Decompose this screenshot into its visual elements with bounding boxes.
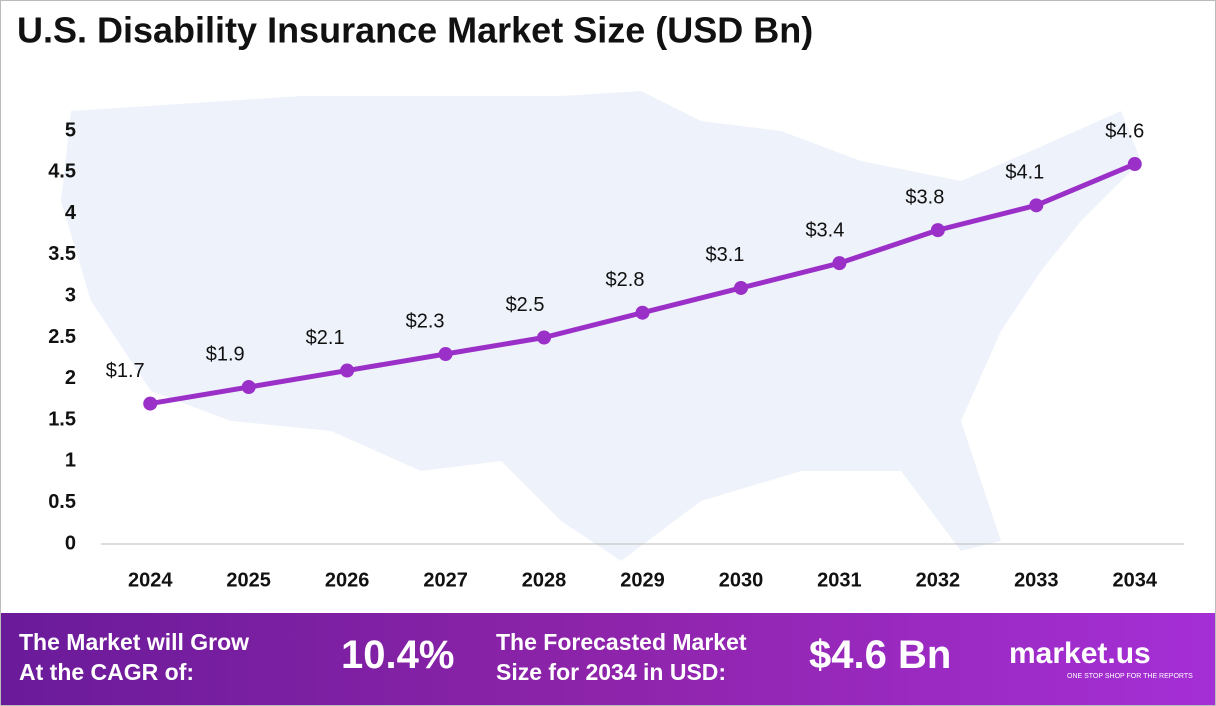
value-label: $2.1 <box>306 327 345 349</box>
brand: market.us <box>1009 637 1151 670</box>
y-tick-label: 3.5 <box>48 243 76 265</box>
y-tick-label: 2.5 <box>48 326 76 348</box>
point <box>241 380 256 395</box>
y-tick-label: 0.5 <box>48 491 76 513</box>
point <box>143 396 158 411</box>
value-label: $2.5 <box>506 294 545 316</box>
value-label: $3.8 <box>905 186 944 208</box>
value-label: $3.1 <box>705 244 744 266</box>
x-tick-label: 2031 <box>817 569 862 591</box>
point <box>438 347 453 362</box>
y-tick-label: 4 <box>65 202 77 224</box>
y-tick-label: 1.5 <box>48 408 76 430</box>
point <box>930 223 945 238</box>
point <box>340 363 355 378</box>
x-tick-label: 2025 <box>226 569 271 591</box>
point <box>1029 198 1044 213</box>
value-label: $1.7 <box>106 360 145 382</box>
value-label: $3.4 <box>805 219 844 241</box>
value-label: $1.9 <box>206 343 245 365</box>
point <box>635 305 650 320</box>
y-tick-label: 1 <box>65 450 76 472</box>
point <box>832 256 847 271</box>
x-tick-label: 2024 <box>128 569 173 591</box>
x-tick-label: 2034 <box>1113 569 1158 591</box>
y-tick-label: 5 <box>65 119 76 141</box>
y-tick-label: 2 <box>65 367 76 389</box>
y-tick-label: 0 <box>65 532 76 554</box>
y-tick-label: 4.5 <box>48 161 76 183</box>
x-tick-label: 2033 <box>1014 569 1059 591</box>
y-tick-label: 3 <box>65 284 76 306</box>
x-tick-label: 2029 <box>620 569 665 591</box>
value-label: $4.1 <box>1005 162 1044 184</box>
text: The Forecasted Market <box>496 629 747 655</box>
footer: The Market will Grow At the CAGR of: 10.4… <box>1 613 1215 705</box>
x-tick-label: 2026 <box>325 569 370 591</box>
point <box>733 280 748 295</box>
cagr-value: 10.4% <box>341 633 455 677</box>
tagline: ONE STOP SHOP FOR THE REPORTS <box>1067 673 1193 680</box>
value-label: $2.3 <box>406 310 445 332</box>
value-label: $2.8 <box>606 269 645 291</box>
value-label: $4.6 <box>1105 120 1144 142</box>
x-tick-label: 2030 <box>719 569 764 591</box>
text: At the CAGR of: <box>19 659 195 685</box>
chart-title: U.S. Disability Insurance Market Size (U… <box>17 10 813 51</box>
point <box>537 330 552 345</box>
x-tick-label: 2027 <box>423 569 468 591</box>
point <box>1127 157 1142 172</box>
x-tick-label: 2028 <box>522 569 567 591</box>
text: Size for 2034 in USD: <box>496 659 727 685</box>
forecast-label: The Forecasted Market Size for 2034 in US… <box>496 627 747 687</box>
forecast-value: $4.6 Bn <box>809 633 952 677</box>
x-tick-label: 2032 <box>916 569 961 591</box>
map-background <box>61 91 1141 561</box>
chart: U.S. Disability Insurance Market Size (U… <box>17 10 1184 591</box>
cagr-label: The Market will Grow At the CAGR of: <box>19 627 249 687</box>
text: The Market will Grow <box>19 629 250 655</box>
